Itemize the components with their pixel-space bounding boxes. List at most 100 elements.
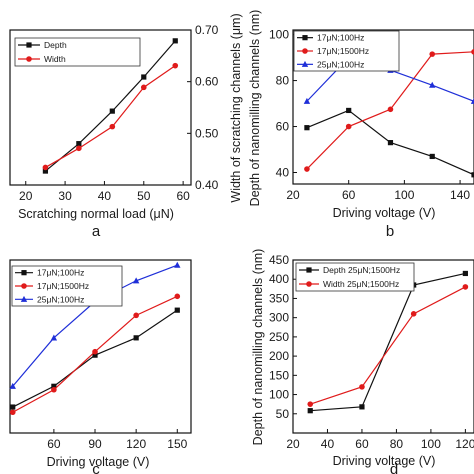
data-point (76, 145, 82, 152)
x-tick-label: 140 (450, 188, 470, 202)
x-tick-label: 80 (390, 437, 404, 451)
y-tick-label: 40 (276, 166, 290, 180)
data-point (51, 383, 57, 389)
legend-marker (306, 281, 312, 287)
legend-box (295, 262, 415, 292)
data-point (76, 141, 82, 147)
data-point (9, 409, 16, 416)
data-point (387, 140, 394, 146)
panel-b: 17μN;100Hz 17μN;1500Hz 25μN;100Hz (292, 29, 474, 185)
x-tick-label: 60 (355, 437, 369, 451)
series-line (45, 65, 176, 168)
x-tick-label: 60 (47, 437, 61, 451)
legend-label: 17μN;1500Hz (317, 46, 369, 56)
legend-box (14, 37, 141, 67)
data-point (470, 97, 474, 104)
data-point (141, 74, 147, 80)
legend-label: 17μN;100Hz (37, 268, 84, 278)
legend-label: 17μN;1500Hz (37, 281, 89, 291)
data-point (387, 106, 394, 113)
legend-marker (302, 35, 308, 41)
y-tick-label: 250 (269, 330, 289, 344)
x-tick-label: 100 (421, 437, 441, 451)
data-point (132, 277, 140, 284)
panel-letter: a (92, 223, 101, 240)
legend-marker (26, 42, 32, 48)
y-axis-label: Depth of nanomilling channels (nm) (248, 10, 262, 207)
data-point (172, 62, 179, 69)
y-tick-label: 400 (269, 272, 289, 286)
plot-frame (292, 29, 474, 185)
x-tick-label: 100 (394, 188, 414, 202)
data-point (303, 97, 311, 104)
series-1 (304, 49, 474, 172)
legend-label: 17μN;100Hz (317, 33, 364, 43)
y-tick-label: 80 (276, 74, 290, 88)
y-tick-label: 350 (269, 291, 289, 305)
panel-d: Depth 25μN;1500Hz Width 25μN;1500Hz (292, 259, 474, 434)
panel-c: 17μN;100Hz 17μN;1500Hz 25μN;100Hz (9, 259, 192, 434)
legend: 17μN;100Hz 17μN;1500Hz 25μN;100Hz (11, 265, 123, 307)
data-point (174, 307, 180, 313)
y-axis-label: Depth of nanomilling channels (nm) (251, 249, 265, 446)
data-point (429, 51, 436, 57)
x-tick-label: 40 (321, 437, 335, 451)
data-point (471, 172, 474, 178)
legend-marker (20, 295, 28, 302)
data-point (172, 38, 178, 44)
data-point (429, 81, 436, 88)
x-tick-label: 20 (286, 188, 300, 202)
plot-frame (9, 29, 192, 186)
data-point (42, 164, 49, 171)
x-axis-label: Driving voltage (V) (333, 454, 436, 468)
y-tick-label: 450 (269, 253, 289, 267)
panel-letter: b (386, 223, 394, 240)
y-tick-label: 60 (276, 120, 290, 134)
x-tick-label: 120 (455, 437, 474, 451)
x-axis-label: Driving voltage (V) (333, 206, 436, 220)
legend-label: Width (44, 54, 66, 64)
legend-label: Width 25μN;1500Hz (323, 279, 399, 289)
data-point (51, 386, 57, 393)
series-0 (42, 38, 178, 174)
data-point (174, 293, 181, 300)
x-tick-label: 50 (137, 189, 151, 203)
data-point (304, 166, 310, 172)
y-tick-label: 300 (269, 311, 289, 325)
data-point (133, 312, 139, 319)
legend-label: 25μN;100Hz (37, 294, 84, 304)
y2-tick-label: 0.60 (195, 75, 219, 89)
legend: Depth 25μN;1500Hz Width 25μN;1500Hz (295, 262, 415, 292)
x-tick-label: 20 (19, 189, 33, 203)
y2-axis-label: Width of scratching channels (μm) (229, 13, 243, 202)
x-tick-label: 30 (58, 189, 72, 203)
y-tick-label: 150 (269, 368, 289, 382)
series-1 (42, 62, 179, 171)
data-point (92, 348, 98, 355)
panel-a: Depth Width (9, 29, 192, 186)
panel-letter: d (390, 461, 398, 474)
legend: 17μN;100Hz 17μN;1500Hz 25μN;100Hz (293, 30, 400, 72)
legend: Depth Width (14, 37, 141, 67)
data-point (133, 335, 139, 341)
x-tick-label: 40 (98, 189, 112, 203)
series-1 (9, 293, 181, 416)
data-point (462, 270, 468, 277)
x-tick-label: 60 (176, 189, 190, 203)
series-0 (10, 307, 180, 410)
x-axis-label: Driving voltage (V) (47, 455, 150, 469)
legend-marker (301, 60, 309, 67)
x-tick-label: 120 (126, 437, 146, 451)
series-line (310, 272, 466, 412)
legend-label: 25μN;100Hz (317, 59, 364, 69)
legend-marker (21, 283, 27, 289)
panel-letter: c (92, 461, 100, 474)
series-line (12, 309, 178, 408)
data-point (50, 334, 58, 341)
x-axis-label: Scratching normal load (μN) (18, 207, 174, 221)
data-point (174, 261, 181, 268)
data-point (410, 311, 417, 317)
data-point (359, 384, 365, 390)
data-point (345, 123, 352, 130)
x-tick-label: 20 (286, 437, 300, 451)
